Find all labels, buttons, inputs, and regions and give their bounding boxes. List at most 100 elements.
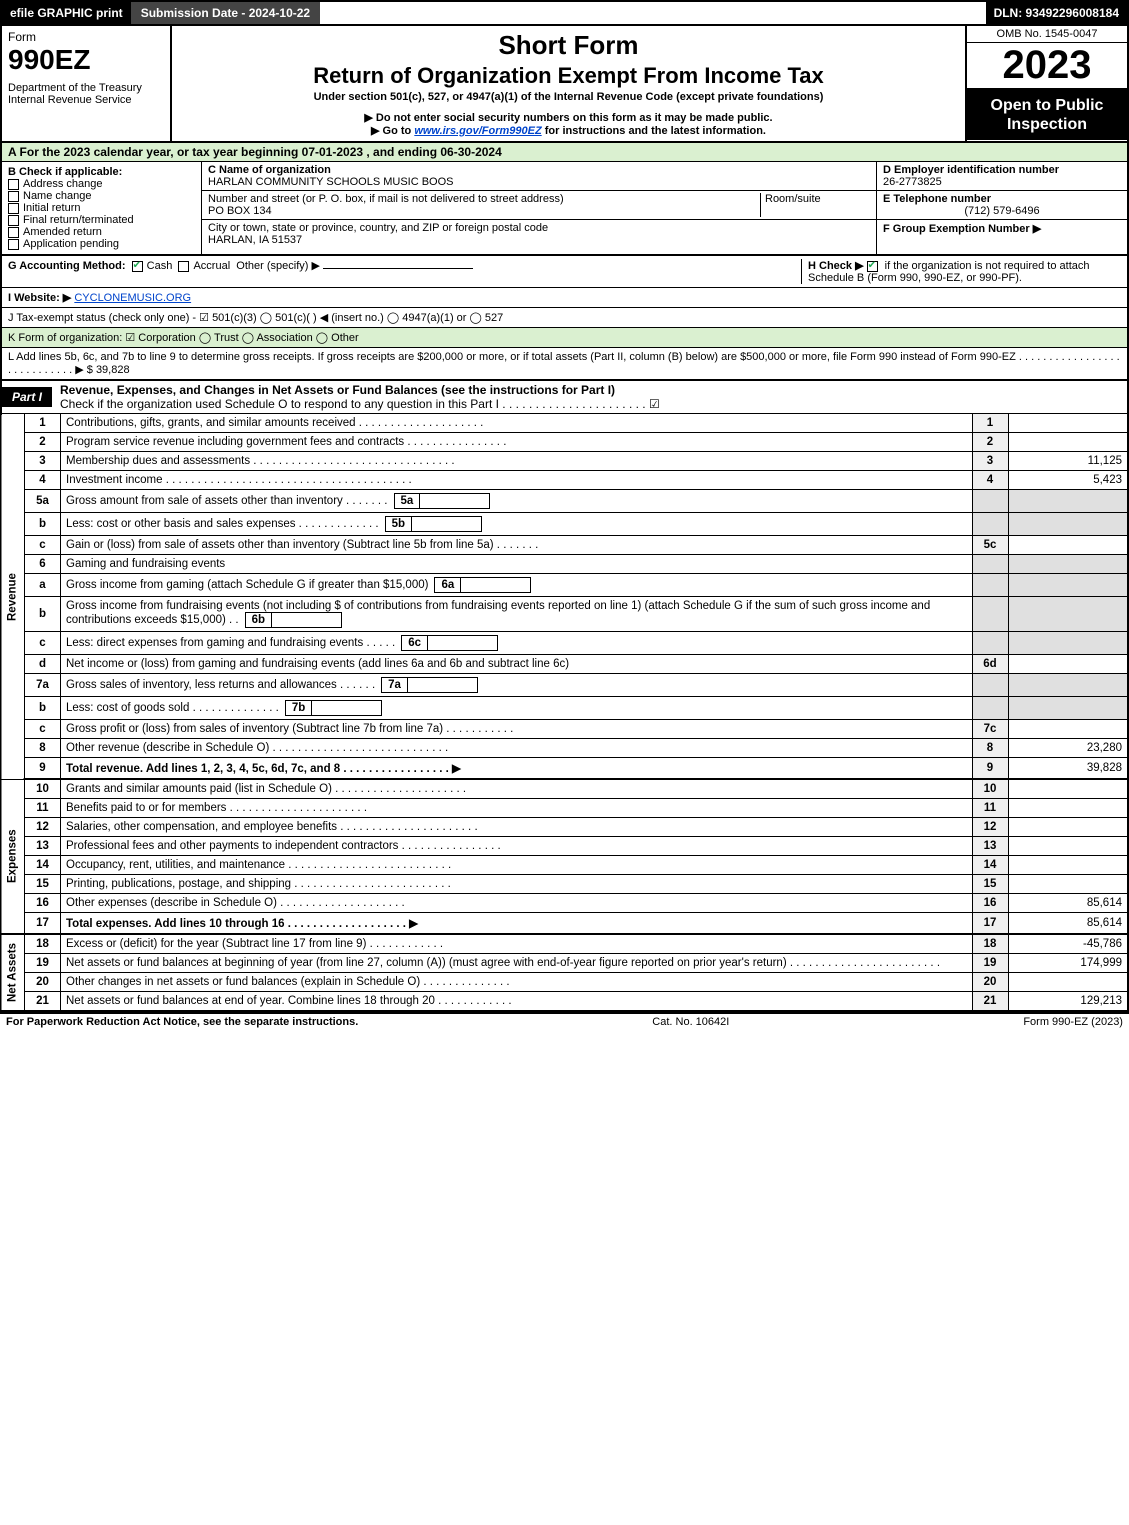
- website-link[interactable]: CYCLONEMUSIC.ORG: [74, 292, 191, 304]
- l21-n: 21: [25, 992, 61, 1012]
- submission-date: Submission Date - 2024-10-22: [131, 2, 320, 24]
- l13-ln: 13: [972, 837, 1008, 856]
- l6b-d: Gross income from fundraising events (no…: [61, 597, 973, 632]
- chk-address[interactable]: Address change: [8, 178, 195, 190]
- sections-bcd: B Check if applicable: Address change Na…: [0, 162, 1129, 256]
- efile-link[interactable]: efile GRAPHIC print: [10, 6, 123, 20]
- l19-amt: 174,999: [1008, 954, 1128, 973]
- other-input[interactable]: [323, 268, 473, 269]
- l19-ln: 19: [972, 954, 1008, 973]
- street-row: Number and street (or P. O. box, if mail…: [202, 191, 876, 220]
- l1-amt: [1008, 414, 1128, 433]
- l6d-ln: 6d: [972, 655, 1008, 674]
- ein-val: 26-2773825: [883, 176, 942, 188]
- row-15: 15Printing, publications, postage, and s…: [1, 875, 1128, 894]
- l15-n: 15: [25, 875, 61, 894]
- row-1: Revenue 1 Contributions, gifts, grants, …: [1, 414, 1128, 433]
- chk-pending[interactable]: Application pending: [8, 238, 195, 250]
- l16-amt: 85,614: [1008, 894, 1128, 913]
- org-name: HARLAN COMMUNITY SCHOOLS MUSIC BOOS: [208, 176, 454, 188]
- l9-desc: Total revenue. Add lines 1, 2, 3, 4, 5c,…: [66, 763, 461, 775]
- l8-d: Other revenue (describe in Schedule O) .…: [61, 739, 973, 758]
- l7a-desc: Gross sales of inventory, less returns a…: [66, 679, 375, 691]
- row-18: Net Assets 18Excess or (deficit) for the…: [1, 934, 1128, 954]
- form-header: Form 990EZ Department of the Treasury In…: [0, 26, 1129, 143]
- l6a-ln: [972, 574, 1008, 597]
- part1-table: Revenue 1 Contributions, gifts, grants, …: [0, 414, 1129, 1012]
- l11-ln: 11: [972, 799, 1008, 818]
- l5b-ln: [972, 513, 1008, 536]
- l5a-val: [420, 493, 490, 509]
- row-19: 19Net assets or fund balances at beginni…: [1, 954, 1128, 973]
- row-5a: 5aGross amount from sale of assets other…: [1, 490, 1128, 513]
- phone-row: E Telephone number (712) 579-6496: [877, 191, 1127, 220]
- chk-cash[interactable]: [132, 261, 143, 272]
- l5b-desc: Less: cost or other basis and sales expe…: [66, 518, 379, 530]
- section-a-text: A For the 2023 calendar year, or tax yea…: [8, 145, 502, 159]
- chk-final[interactable]: Final return/terminated: [8, 214, 195, 226]
- l6c-desc: Less: direct expenses from gaming and fu…: [66, 637, 395, 649]
- irs-link[interactable]: www.irs.gov/Form990EZ: [414, 125, 541, 137]
- part1-badge: Part I: [2, 387, 52, 407]
- l6b-desc: Gross income from fundraising events (no…: [66, 600, 930, 626]
- l10-amt: [1008, 779, 1128, 799]
- omb-number: OMB No. 1545-0047: [967, 26, 1127, 43]
- topbar-spacer: [320, 2, 985, 24]
- l9-ln: 9: [972, 758, 1008, 780]
- accrual-label: Accrual: [193, 260, 230, 272]
- goto-note: ▶ Go to www.irs.gov/Form990EZ for instru…: [178, 124, 959, 137]
- chk-amended[interactable]: Amended return: [8, 226, 195, 238]
- l4-n: 4: [25, 471, 61, 490]
- l6d-amt: [1008, 655, 1128, 674]
- l5a-amt: [1008, 490, 1128, 513]
- org-name-row: C Name of organization HARLAN COMMUNITY …: [202, 162, 876, 191]
- l10-d: Grants and similar amounts paid (list in…: [61, 779, 973, 799]
- l7b-n: b: [25, 697, 61, 720]
- l7b-val: [312, 700, 382, 716]
- chk-accrual[interactable]: [178, 261, 189, 272]
- l3-amt: 11,125: [1008, 452, 1128, 471]
- part1-header: Part I Revenue, Expenses, and Changes in…: [0, 381, 1129, 414]
- goto-pre: ▶ Go to: [371, 125, 414, 137]
- footer-mid: Cat. No. 10642I: [652, 1016, 729, 1028]
- ssn-note: ▶ Do not enter social security numbers o…: [178, 111, 959, 124]
- group-label: F Group Exemption Number ▶: [883, 223, 1041, 235]
- row-8: 8Other revenue (describe in Schedule O) …: [1, 739, 1128, 758]
- l7b-amt: [1008, 697, 1128, 720]
- l4-ln: 4: [972, 471, 1008, 490]
- l9-d: Total revenue. Add lines 1, 2, 3, 4, 5c,…: [61, 758, 973, 780]
- l6c-ln: [972, 632, 1008, 655]
- chk-initial[interactable]: Initial return: [8, 202, 195, 214]
- l7a-amt: [1008, 674, 1128, 697]
- l6b-val: [272, 612, 342, 628]
- row-21: 21Net assets or fund balances at end of …: [1, 992, 1128, 1012]
- efile-print[interactable]: efile GRAPHIC print: [2, 2, 131, 24]
- room-label: Room/suite: [765, 193, 821, 205]
- l13-d: Professional fees and other payments to …: [61, 837, 973, 856]
- l7b-d: Less: cost of goods sold . . . . . . . .…: [61, 697, 973, 720]
- l2-amt: [1008, 433, 1128, 452]
- l1-d: Contributions, gifts, grants, and simila…: [61, 414, 973, 433]
- chk-final-label: Final return/terminated: [23, 214, 134, 226]
- short-form-title: Short Form: [178, 30, 959, 61]
- form-number: 990EZ: [8, 44, 164, 76]
- ein-label: D Employer identification number: [883, 164, 1059, 176]
- row-6a: aGross income from gaming (attach Schedu…: [1, 574, 1128, 597]
- row-6d: dNet income or (loss) from gaming and fu…: [1, 655, 1128, 674]
- l3-n: 3: [25, 452, 61, 471]
- l20-d: Other changes in net assets or fund bala…: [61, 973, 973, 992]
- l7c-n: c: [25, 720, 61, 739]
- section-h: H Check ▶ if the organization is not req…: [801, 259, 1121, 284]
- l12-amt: [1008, 818, 1128, 837]
- l11-d: Benefits paid to or for members . . . . …: [61, 799, 973, 818]
- row-11: 11Benefits paid to or for members . . . …: [1, 799, 1128, 818]
- l8-ln: 8: [972, 739, 1008, 758]
- header-left: Form 990EZ Department of the Treasury In…: [2, 26, 172, 141]
- chk-name[interactable]: Name change: [8, 190, 195, 202]
- section-a: A For the 2023 calendar year, or tax yea…: [0, 143, 1129, 162]
- row-l: L Add lines 5b, 6c, and 7b to line 9 to …: [0, 348, 1129, 381]
- chk-h[interactable]: [867, 261, 878, 272]
- l7a-sub: 7a: [381, 677, 408, 693]
- l11-n: 11: [25, 799, 61, 818]
- l12-ln: 12: [972, 818, 1008, 837]
